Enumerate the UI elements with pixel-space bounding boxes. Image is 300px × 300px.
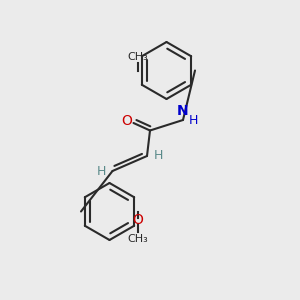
Text: CH₃: CH₃ bbox=[128, 52, 148, 61]
Text: N: N bbox=[177, 103, 189, 118]
Text: O: O bbox=[122, 114, 132, 128]
Text: H: H bbox=[154, 149, 163, 162]
Text: H: H bbox=[189, 113, 198, 127]
Text: H: H bbox=[96, 165, 106, 178]
Text: CH₃: CH₃ bbox=[128, 234, 148, 244]
Text: O: O bbox=[133, 213, 143, 227]
